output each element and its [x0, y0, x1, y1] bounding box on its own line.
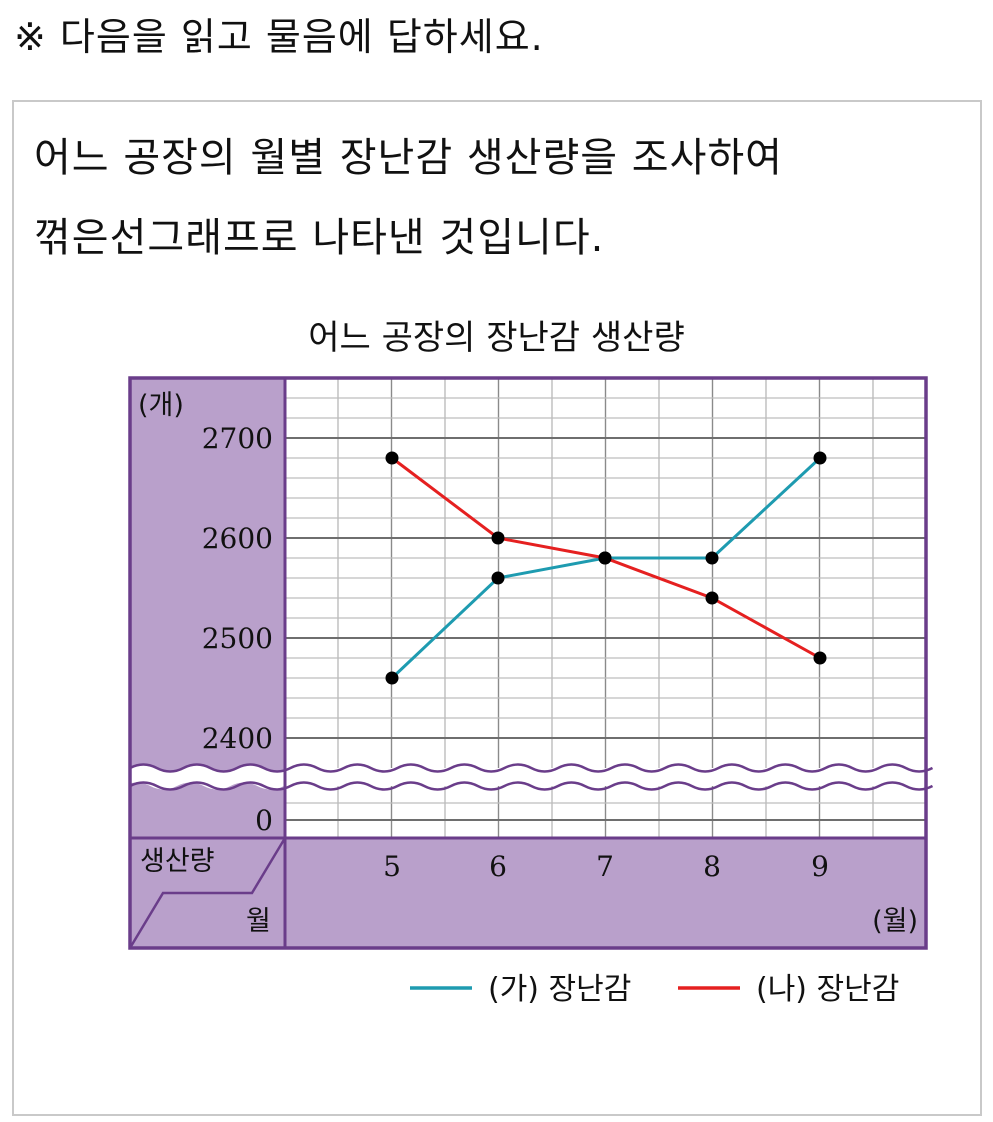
data-point — [705, 551, 719, 565]
data-point — [813, 451, 827, 465]
x-tick-label: 5 — [383, 850, 401, 883]
data-point — [491, 531, 505, 545]
chart-grid — [123, 378, 934, 838]
chart-title: 어느 공장의 장난감 생산량 — [308, 318, 685, 358]
y-tick-label: 2600 — [202, 522, 273, 555]
x-axis-unit-label: (월) — [872, 906, 918, 937]
axis-break-wave-top — [129, 763, 934, 773]
chart-series — [385, 451, 827, 685]
y-axis-unit-label: (개) — [138, 390, 184, 421]
corner-top-label: 생산량 — [140, 846, 215, 877]
question-text: 어느 공장의 월별 장난감 생산량을 조사하여 꺾은선그래프로 나타낸 것입니다… — [34, 118, 964, 278]
data-point — [385, 671, 399, 685]
data-point — [813, 651, 827, 665]
question-line-2: 꺾은선그래프로 나타낸 것입니다. — [34, 215, 605, 261]
y-axis-panel — [130, 378, 285, 838]
chart-frame — [128, 376, 928, 950]
data-point — [491, 571, 505, 585]
x-tick-label: 8 — [703, 850, 721, 883]
instruction-text: ※ 다음을 읽고 물음에 답하세요. — [14, 15, 544, 59]
y-tick-label: 2700 — [202, 422, 273, 455]
x-tick-label: 6 — [489, 850, 507, 883]
data-point — [385, 451, 399, 465]
data-point — [598, 551, 612, 565]
x-tick-label: 7 — [596, 850, 614, 883]
y-tick-label: 2500 — [202, 622, 273, 655]
chart-labels: (개) 생산량 월 (월) 2700 2600 2500 2400 0 5 6 7 8 9 — [138, 390, 918, 937]
x-tick-label: 9 — [811, 850, 829, 883]
data-point — [705, 591, 719, 605]
x-axis-panel — [130, 838, 926, 948]
chart-border — [128, 376, 928, 950]
legend-label-a: (가) 장난감 — [488, 972, 631, 1007]
y-tick-label: 0 — [255, 804, 273, 837]
chart-background — [130, 378, 926, 948]
axis-break-wave-bottom — [129, 781, 934, 791]
chart-legend: (가) 장난감 (나) 장난감 — [410, 972, 899, 1007]
question-line-1: 어느 공장의 월별 장난감 생산량을 조사하여 — [34, 135, 783, 181]
y-tick-label: 2400 — [202, 722, 273, 755]
corner-bottom-label: 월 — [246, 906, 271, 937]
axis-break-band — [123, 764, 933, 790]
legend-label-b: (나) 장난감 — [756, 972, 899, 1007]
corner-divider — [128, 837, 287, 949]
